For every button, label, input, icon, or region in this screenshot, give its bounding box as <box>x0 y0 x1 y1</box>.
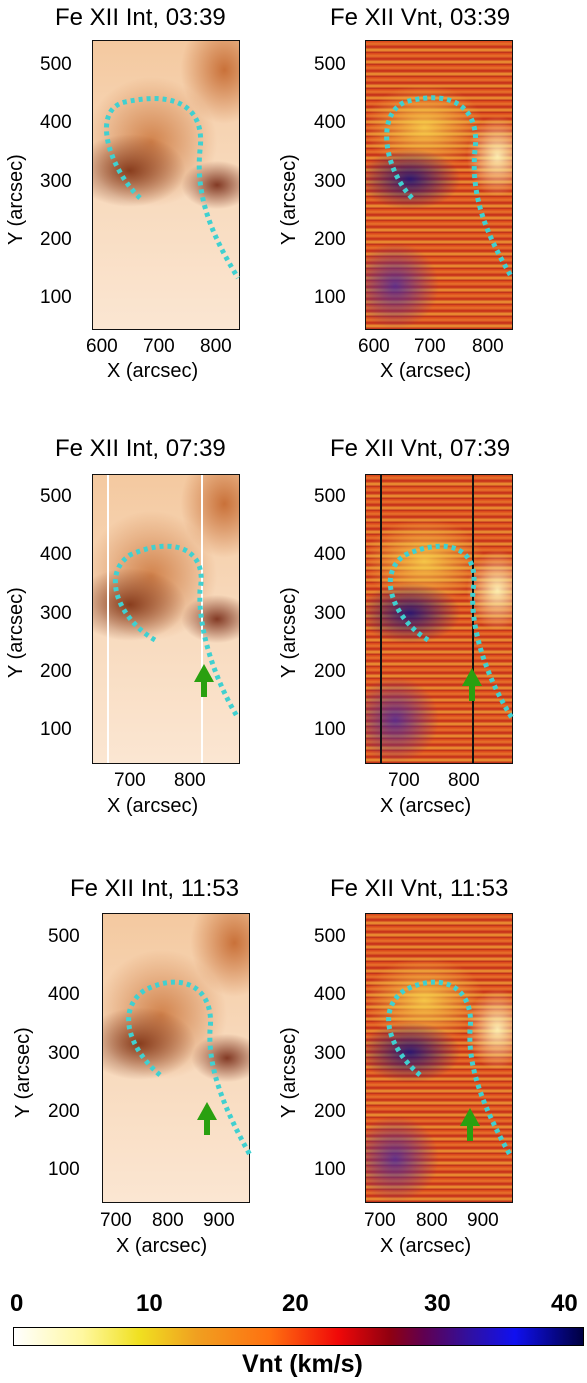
y-tick: 100 <box>40 287 72 308</box>
colorbar-tick: 20 <box>282 1290 309 1317</box>
colorbar-label: Vnt (km/s) <box>242 1350 363 1378</box>
loop-outline <box>126 979 253 1157</box>
x-axis-label: X (arcsec) <box>380 360 472 382</box>
x-axis-label: X (arcsec) <box>380 795 472 817</box>
y-tick: 200 <box>314 229 346 250</box>
x-tick: 700 <box>143 336 175 357</box>
y-tick: 400 <box>314 112 346 133</box>
x-axis-label: X (arcsec) <box>116 1235 208 1257</box>
y-tick: 500 <box>314 926 346 947</box>
y-tick: 200 <box>40 661 72 682</box>
y-tick: 500 <box>314 486 346 507</box>
x-tick: 700 <box>388 770 420 791</box>
y-tick: 200 <box>48 1101 80 1122</box>
arrow-marker <box>194 664 214 697</box>
arrow-marker <box>460 1108 480 1141</box>
y-tick: 400 <box>314 544 346 565</box>
colorbar <box>13 1327 584 1346</box>
x-tick: 800 <box>174 770 206 791</box>
arrow-marker <box>197 1102 217 1135</box>
x-axis-label: X (arcsec) <box>107 795 199 817</box>
vnt-map <box>365 474 513 764</box>
x-tick: 800 <box>448 770 480 791</box>
x-tick: 900 <box>467 1210 499 1231</box>
y-tick: 400 <box>40 112 72 133</box>
intensity-map <box>92 474 240 764</box>
y-tick: 300 <box>48 1043 80 1064</box>
loop-outline <box>112 543 241 720</box>
x-axis-label: X (arcsec) <box>107 360 199 382</box>
x-axis-label: X (arcsec) <box>380 1235 472 1257</box>
panel-title: Fe XII Vnt, 07:39 <box>330 435 511 462</box>
colorbar-tick: 0 <box>10 1290 24 1317</box>
x-tick: 700 <box>114 770 146 791</box>
loop-outline <box>384 95 515 280</box>
x-tick: 700 <box>364 1210 396 1231</box>
y-tick: 300 <box>40 603 72 624</box>
y-tick: 200 <box>314 661 346 682</box>
y-tick: 100 <box>314 719 346 740</box>
y-tick: 300 <box>314 1043 346 1064</box>
panel-title: Fe XII Vnt, 11:53 <box>330 875 509 902</box>
x-tick: 600 <box>86 336 118 357</box>
vnt-map <box>365 913 513 1203</box>
x-tick: 800 <box>472 336 504 357</box>
colorbar-tick: 40 <box>551 1290 578 1317</box>
y-tick: 200 <box>314 1101 346 1122</box>
y-tick: 400 <box>314 984 346 1005</box>
y-tick: 500 <box>40 54 72 75</box>
y-tick: 500 <box>40 486 72 507</box>
arrow-marker <box>462 668 482 701</box>
x-tick: 900 <box>203 1210 235 1231</box>
panel-title: Fe XII Int, 11:53 <box>70 875 239 902</box>
y-tick: 500 <box>48 926 80 947</box>
vnt-map <box>365 40 513 330</box>
y-tick: 100 <box>314 287 346 308</box>
panel-title: Fe XII Int, 03:39 <box>55 4 226 31</box>
data-gap-line <box>380 475 382 763</box>
x-tick: 700 <box>414 336 446 357</box>
x-tick: 800 <box>416 1210 448 1231</box>
y-tick: 300 <box>40 171 72 192</box>
data-gap-line <box>201 475 203 763</box>
intensity-map <box>92 40 240 330</box>
x-tick: 800 <box>152 1210 184 1231</box>
y-tick: 400 <box>40 544 72 565</box>
panel-title: Fe XII Int, 07:39 <box>55 435 226 462</box>
x-tick: 600 <box>358 336 390 357</box>
x-tick: 700 <box>100 1210 132 1231</box>
y-tick: 400 <box>48 984 80 1005</box>
y-tick: 100 <box>40 719 72 740</box>
panel-title: Fe XII Vnt, 03:39 <box>330 4 511 31</box>
x-tick: 800 <box>200 336 232 357</box>
loop-outline <box>386 979 513 1157</box>
y-tick: 100 <box>48 1159 80 1180</box>
y-tick: 500 <box>314 54 346 75</box>
intensity-map <box>102 913 250 1203</box>
loop-outline <box>387 543 515 720</box>
colorbar-tick: 30 <box>424 1290 451 1317</box>
y-tick: 100 <box>314 1159 346 1180</box>
y-tick: 300 <box>314 603 346 624</box>
colorbar-tick: 10 <box>136 1290 163 1317</box>
data-gap-line <box>107 475 109 763</box>
loop-outline <box>104 96 241 280</box>
y-tick: 200 <box>40 229 72 250</box>
y-tick: 300 <box>314 171 346 192</box>
